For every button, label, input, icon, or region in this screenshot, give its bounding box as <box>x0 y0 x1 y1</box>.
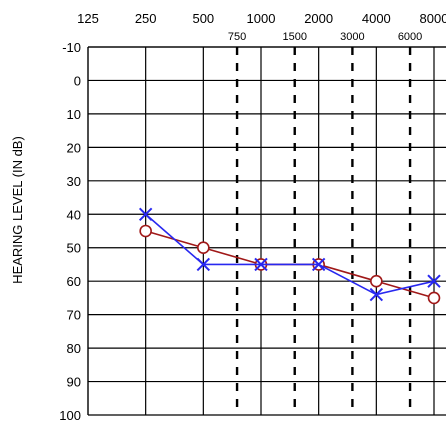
x-tick-label-125: 125 <box>77 11 99 26</box>
x-minor-tick-label-1500: 1500 <box>282 31 306 43</box>
x-tick-label-2000: 2000 <box>304 11 333 26</box>
x-minor-tick-label-6000: 6000 <box>398 31 422 43</box>
data-series <box>138 207 441 305</box>
x-tick-label-8000: 8000 <box>420 11 446 26</box>
x-marker-1000 <box>254 257 268 272</box>
circle-marker-8000 <box>427 291 441 305</box>
chart-grid <box>87 46 446 416</box>
x-tick-label-250: 250 <box>135 11 157 26</box>
y-tick-label: 10 <box>67 107 81 122</box>
y-tick-label: 70 <box>67 308 81 323</box>
x-tick-label-4000: 4000 <box>362 11 391 26</box>
y-tick-label: 50 <box>67 241 81 256</box>
x-marker-500 <box>196 257 211 272</box>
x-marker-8000 <box>427 274 441 288</box>
y-tick-label: 80 <box>67 341 81 356</box>
y-tick-label: 100 <box>59 408 81 422</box>
y-tick-label: 0 <box>74 73 81 88</box>
x-marker-250 <box>138 207 153 221</box>
y-tick-label: 30 <box>67 174 81 189</box>
x-minor-tick-label-750: 750 <box>228 31 246 43</box>
y-tick-label: -10 <box>62 40 81 55</box>
x-tick-label-500: 500 <box>192 11 214 26</box>
circle-marker-4000 <box>370 274 383 288</box>
y-tick-label: 60 <box>67 274 81 289</box>
x-tick-label-1000: 1000 <box>247 11 276 26</box>
y-axis-title: HEARING LEVEL (IN dB) <box>10 136 25 284</box>
circle-marker-500 <box>197 241 210 255</box>
series-line-1-x <box>145 213 435 296</box>
x-marker-4000 <box>369 287 384 302</box>
y-tick-label: 20 <box>67 140 81 155</box>
x-minor-tick-label-3000: 3000 <box>340 31 364 43</box>
y-tick-label: 40 <box>67 207 81 222</box>
circle-marker-250 <box>139 224 152 238</box>
y-tick-label: 90 <box>67 375 81 390</box>
x-marker-2000 <box>311 257 326 272</box>
